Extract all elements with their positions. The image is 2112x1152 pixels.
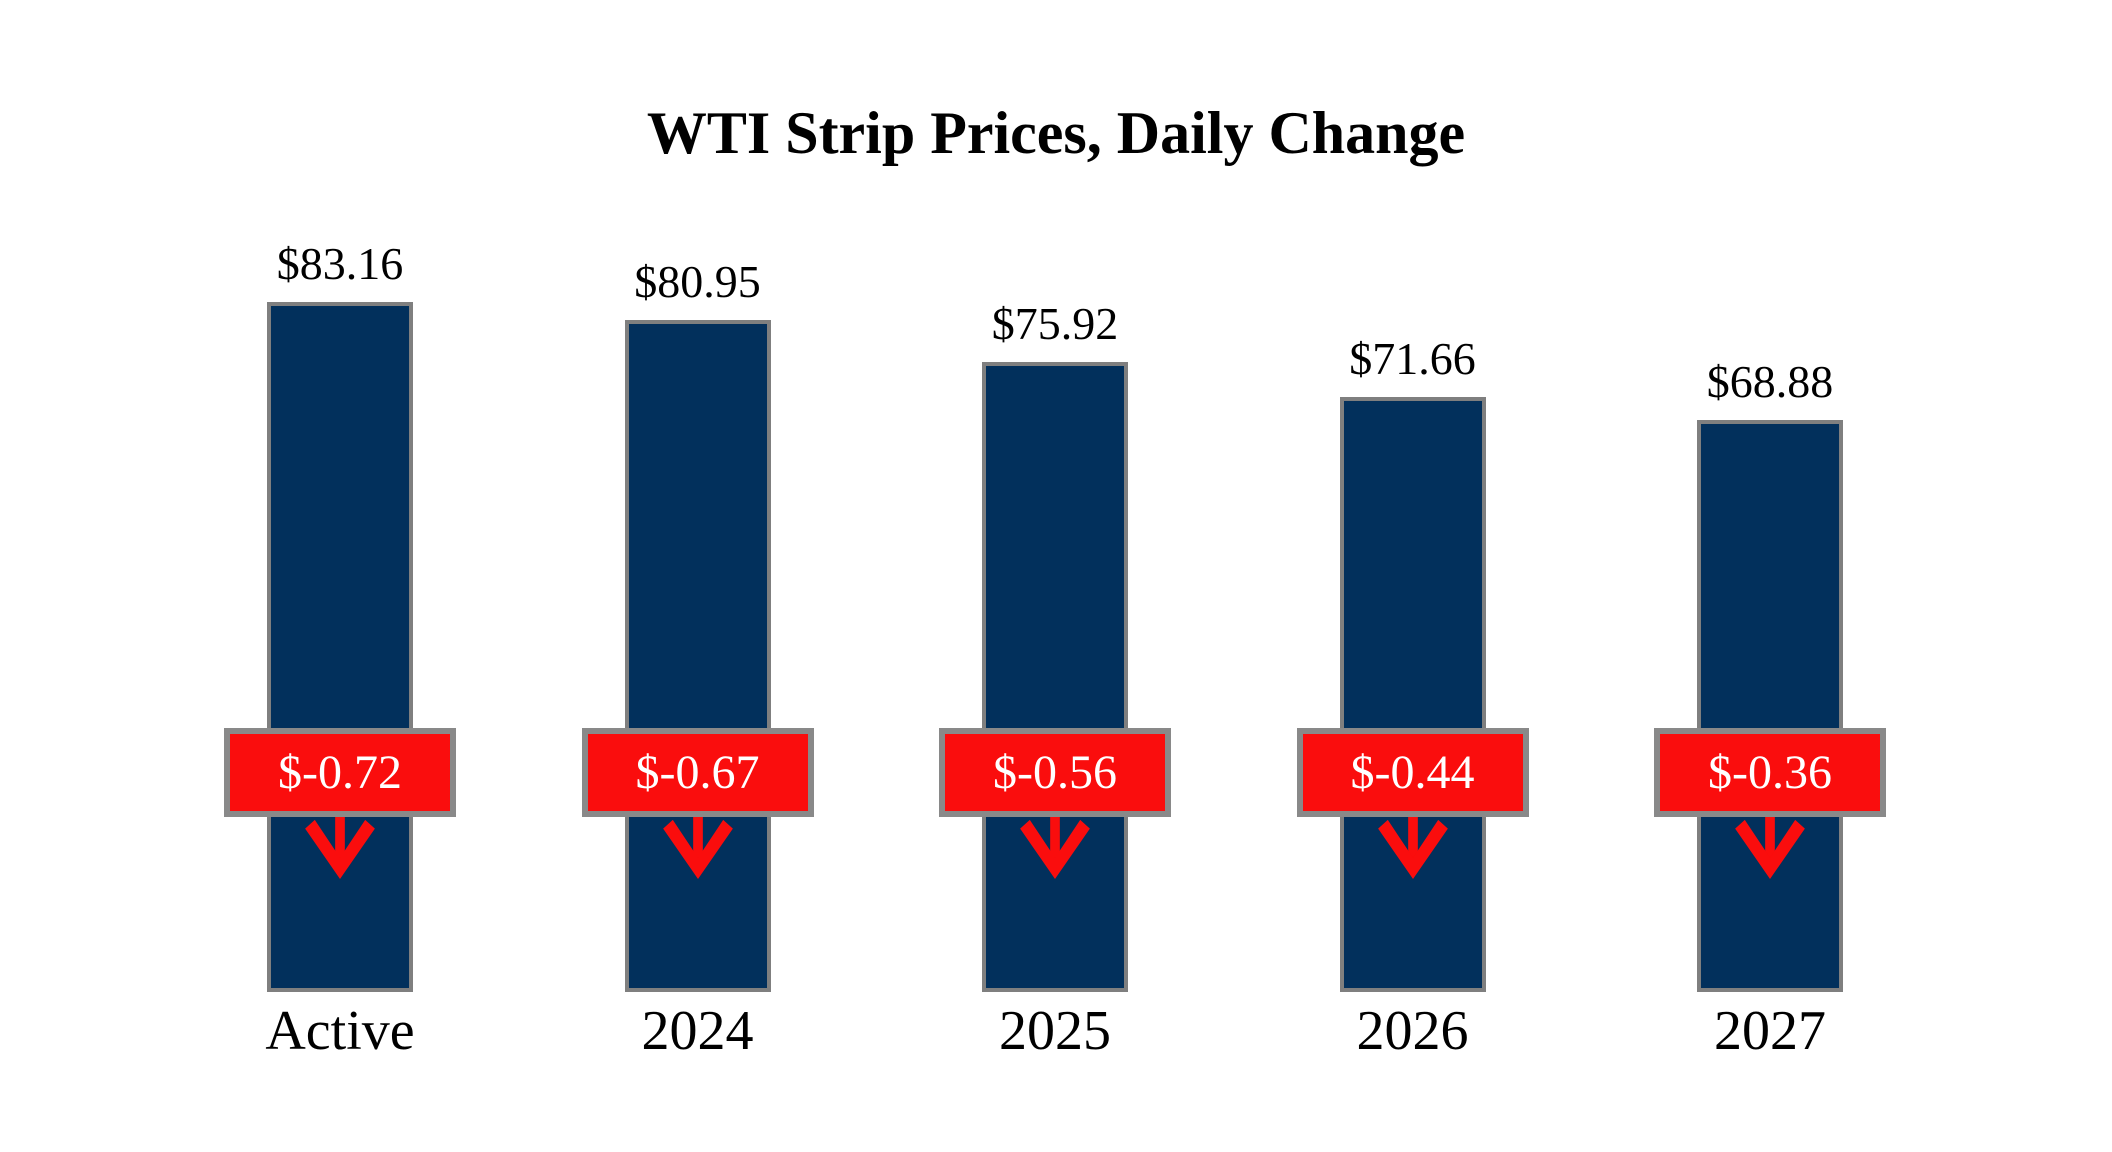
category-label-active: Active bbox=[265, 1000, 415, 1062]
change-badge: $-0.72 bbox=[224, 728, 456, 817]
bar-value-label: $75.92 bbox=[991, 298, 1119, 349]
chart-title: WTI Strip Prices, Daily Change bbox=[646, 100, 1466, 166]
down-arrow-icon bbox=[658, 817, 738, 879]
change-badge: $-0.44 bbox=[1296, 728, 1529, 817]
category-label-2027: 2027 bbox=[1714, 1000, 1826, 1062]
category-label-2024: 2024 bbox=[641, 1000, 754, 1062]
change-badge: $-0.67 bbox=[581, 728, 814, 817]
bar-2025 bbox=[982, 362, 1128, 992]
bar-2026 bbox=[1339, 397, 1486, 992]
bar-2024 bbox=[624, 320, 771, 992]
category-label-2026: 2026 bbox=[1356, 1000, 1469, 1062]
bar-2027 bbox=[1697, 420, 1843, 992]
down-arrow-icon bbox=[1015, 817, 1095, 879]
change-badge: $-0.36 bbox=[1654, 728, 1886, 817]
bar-value-label: $80.95 bbox=[634, 256, 761, 307]
bar-value-label: $71.66 bbox=[1349, 333, 1476, 384]
down-arrow-icon bbox=[1373, 817, 1453, 879]
down-arrow-icon bbox=[300, 817, 380, 879]
bar-active bbox=[267, 302, 413, 992]
bar-value-label: $83.16 bbox=[276, 238, 404, 289]
change-badge: $-0.56 bbox=[939, 728, 1171, 817]
down-arrow-icon bbox=[1730, 817, 1810, 879]
bar-value-label: $68.88 bbox=[1706, 356, 1834, 407]
category-label-2025: 2025 bbox=[999, 1000, 1111, 1062]
